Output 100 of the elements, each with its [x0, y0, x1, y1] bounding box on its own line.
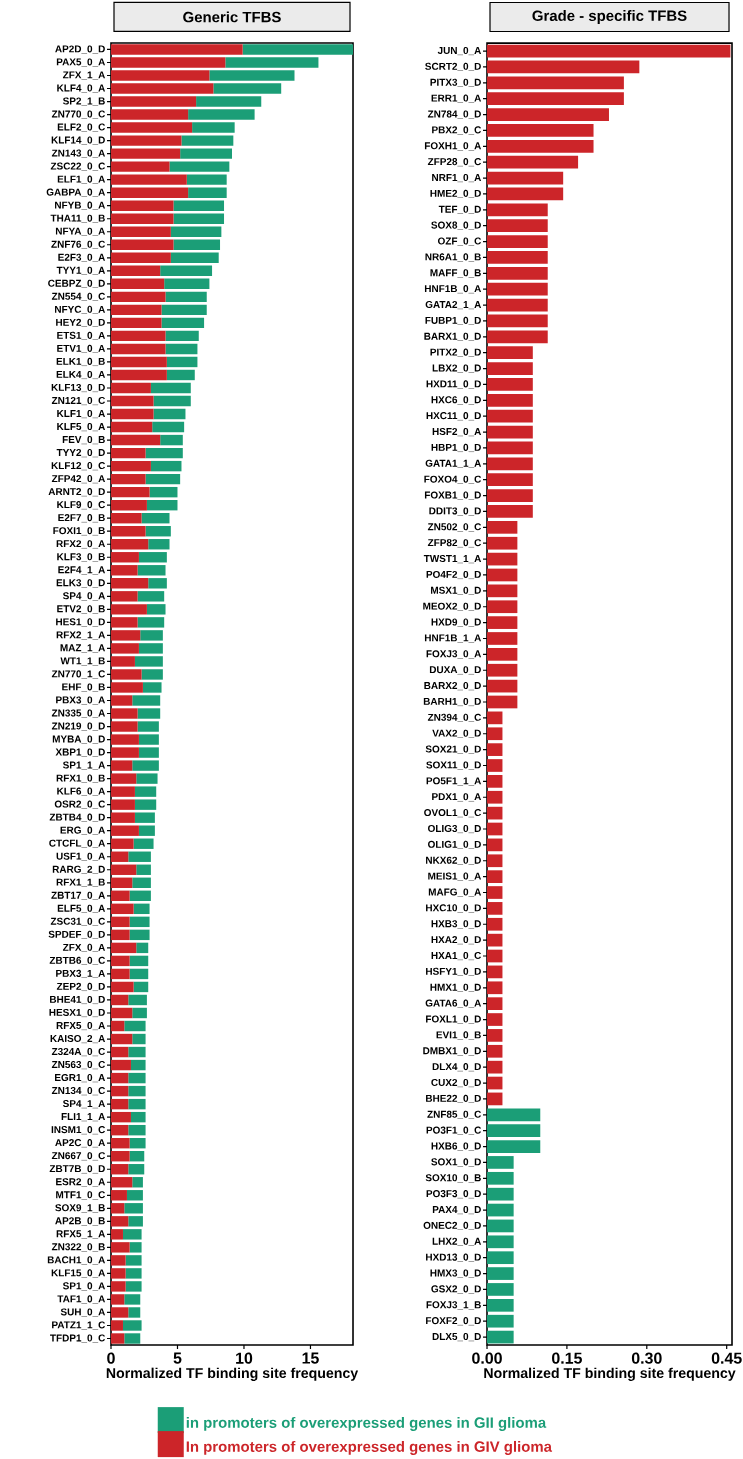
bar [487, 822, 503, 836]
bar [487, 1219, 514, 1233]
bar [153, 395, 191, 407]
y-tick-label: ZN219_0_D [51, 722, 105, 731]
y-tick-label: LHX2_0_A [432, 1237, 482, 1246]
bar [487, 886, 503, 899]
bar [111, 109, 189, 120]
bar [138, 734, 159, 745]
bar [138, 643, 163, 654]
y-tick-label: SOX8_0_D [431, 221, 481, 230]
bar [111, 486, 150, 498]
bar [111, 1033, 133, 1045]
y-tick-label: RARG_2_D [52, 865, 105, 874]
bar [111, 473, 146, 485]
y-tick-label: ZFX_1_A [62, 71, 106, 80]
y-tick-label: SP4_1_A [62, 1100, 106, 1109]
bar [188, 109, 255, 120]
bar [145, 526, 171, 537]
y-tick-label: HSFY1_0_D [426, 967, 481, 976]
bar [166, 369, 195, 381]
bar [487, 298, 548, 312]
bar [138, 825, 155, 836]
bar [124, 1333, 141, 1344]
y-tick-label: PDX1_0_A [432, 793, 482, 802]
y-tick-label: KLF15_0_A [51, 1269, 106, 1278]
y-tick-label: INSM1_0_C [51, 1126, 106, 1135]
bar [137, 617, 165, 628]
bar [111, 773, 137, 784]
bar [111, 291, 166, 303]
bar [487, 520, 518, 534]
bar [487, 568, 518, 582]
bar [132, 1177, 143, 1188]
bar [133, 903, 150, 915]
bar [487, 251, 548, 264]
y-tick-label: MSX1_0_D [431, 586, 481, 595]
bar [111, 1177, 133, 1188]
bar [133, 838, 154, 849]
bar [111, 265, 161, 277]
y-tick-label: MAFF_0_B [430, 269, 481, 278]
bar [128, 1046, 146, 1058]
y-tick-label: ARNT2_0_D [48, 488, 105, 497]
bar [111, 1164, 129, 1175]
y-tick-label: HBP1_0_D [431, 443, 481, 453]
bar [111, 851, 129, 862]
y-tick-label: HNF1B_0_A [424, 285, 482, 294]
bar [181, 135, 234, 146]
bar [130, 1059, 146, 1071]
bar [170, 226, 222, 237]
y-tick-label: HXD13_0_D [426, 1253, 481, 1262]
y-tick-label: GATA2_1_A [425, 300, 482, 310]
y-tick-label: KLF4_0_A [57, 84, 106, 93]
bar [150, 382, 191, 394]
bar [173, 239, 221, 250]
bar [487, 362, 533, 375]
bar [111, 239, 174, 250]
y-tick-label: PBX3_0_A [56, 696, 106, 705]
y-tick-label: FEV_0_B [62, 436, 105, 445]
y-tick-label: FOXB1_0_D [424, 491, 481, 500]
bar [132, 877, 151, 888]
bar [111, 708, 138, 719]
bar [111, 994, 129, 1006]
bar [125, 1281, 142, 1292]
bar [487, 806, 503, 820]
bar [111, 1255, 126, 1266]
bar [111, 1124, 129, 1136]
y-tick-label: SP4_0_A [62, 592, 106, 601]
y-tick-label: ZBT7B_0_D [49, 1165, 105, 1174]
bar [173, 200, 225, 211]
y-tick-label: ZNF76_0_C [51, 240, 106, 249]
bar [225, 57, 319, 68]
y-tick-label: DDIT3_0_D [429, 507, 481, 516]
bar [487, 838, 503, 852]
bar [111, 83, 214, 94]
x-tick-label: 0.30 [631, 1352, 662, 1364]
y-tick-label: E2F3_0_A [58, 253, 106, 262]
y-tick-label: HXC6_0_D [431, 396, 481, 405]
bar [129, 1137, 146, 1149]
bar [134, 786, 157, 797]
y-tick-label: OVOL1_0_C [424, 809, 482, 818]
y-tick-label: ZBTB6_0_C [49, 956, 106, 965]
bar [132, 1033, 146, 1045]
bar [487, 775, 503, 788]
y-tick-label: KAISO_2_A [50, 1034, 106, 1044]
y-tick-label: TAF1_0_A [57, 1295, 106, 1304]
bar [111, 1203, 125, 1214]
bar [166, 356, 198, 368]
bar [149, 486, 178, 498]
y-tick-label: NRF1_0_A [432, 173, 482, 183]
y-tick-label: ELK4_0_A [56, 370, 106, 380]
y-tick-label: KLF1_0_A [57, 409, 106, 419]
bar [137, 591, 165, 602]
y-tick-label: LBX2_0_D [432, 364, 481, 373]
bar [111, 1307, 129, 1318]
bar [487, 314, 548, 328]
x-axis-title: Normalized TF binding site frequency [484, 1367, 736, 1381]
y-tick-label: SOX1_0_D [431, 1158, 481, 1167]
bar [124, 1020, 146, 1032]
y-tick-label: ZN770_1_C [51, 670, 106, 679]
bar [111, 213, 174, 224]
bar [111, 96, 197, 107]
